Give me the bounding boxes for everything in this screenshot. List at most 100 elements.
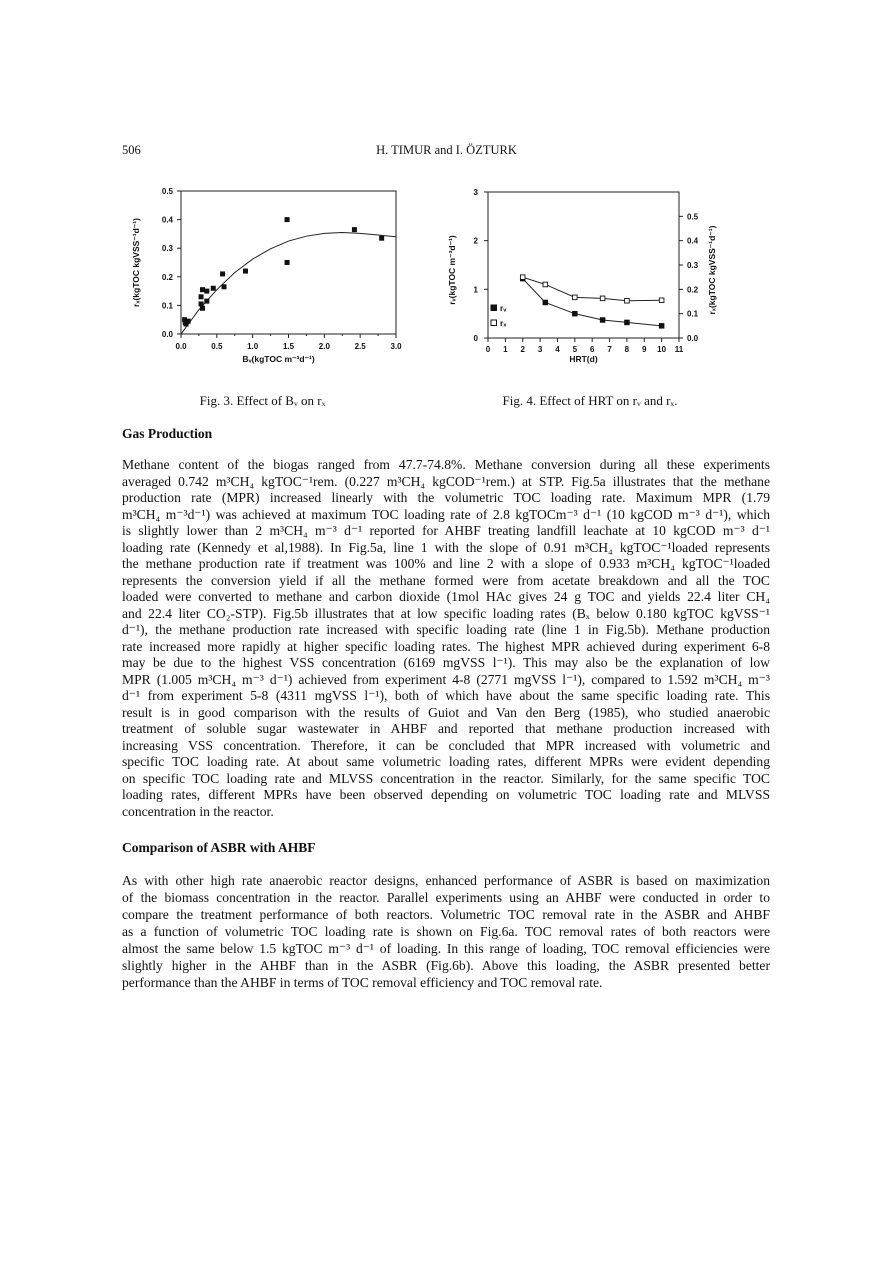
x-tick-label: 8 — [625, 345, 630, 354]
x-tick-label: 9 — [642, 345, 647, 354]
y-tick-label: 0.2 — [162, 273, 174, 282]
text-line: and 22.4 liter CO₂-STP). Fig.5b illustra… — [122, 605, 770, 621]
data-point — [204, 288, 210, 294]
text-line: represents the conversion yield if all t… — [122, 572, 770, 588]
right-y-tick-label: 0.5 — [687, 212, 699, 221]
data-point — [183, 321, 189, 327]
data-point — [243, 268, 248, 274]
running-header: H. TIMUR and I. ÖZTURK — [376, 143, 517, 157]
paragraph-gas-production: Methane content of the biogas ranged fro… — [122, 457, 770, 820]
right-y-tick-label: 0.2 — [687, 285, 699, 294]
text-line: may be due to the highest VSS concentrat… — [122, 655, 770, 670]
text-line: loading rate (Kennedy et al,1988). In Fi… — [122, 539, 770, 555]
data-point — [658, 323, 665, 329]
paragraph-comparison: As with other high rate anaerobic reacto… — [122, 872, 770, 991]
data-point — [599, 317, 606, 323]
data-point — [624, 298, 630, 304]
y-tick-label: 0.5 — [162, 187, 174, 196]
data-point — [200, 287, 205, 293]
text-line: loading rates, different MPRs have been … — [122, 787, 770, 802]
legend-marker — [490, 319, 497, 326]
text-line: specific TOC loading rate. At about same… — [122, 754, 770, 769]
x-axis-label: HRT(d) — [569, 354, 597, 364]
legend-marker — [490, 304, 497, 311]
y-axis-label: rₓ(kgTOC kgVSS⁻¹d⁻¹) — [131, 218, 141, 307]
series-line-1 — [522, 276, 662, 302]
text-line: result is in good comparison with the re… — [122, 704, 770, 720]
x-tick-label: 6 — [590, 345, 595, 354]
right-y-tick-label: 0.0 — [687, 334, 699, 343]
y-tick-label: 0.3 — [162, 244, 174, 253]
text-line: d⁻¹ from experiment 5-8 (4311 mgVSS l⁻¹)… — [122, 688, 770, 703]
section-heading-comparison: Comparison of ASBR with AHBF — [122, 840, 316, 855]
legend-label: rᵥ — [500, 303, 507, 313]
data-point — [519, 274, 526, 280]
x-tick-label: 10 — [657, 345, 666, 354]
figure-4-caption: Fig. 4. Effect of HRT on rᵥ and rₓ. — [502, 393, 678, 408]
x-tick-label: 5 — [573, 345, 578, 354]
data-point — [210, 285, 216, 291]
x-tick-label: 1 — [503, 345, 508, 354]
text-line: m³CH₄ m⁻³d⁻¹) was achieved at maximum TO… — [122, 506, 770, 522]
data-point — [198, 294, 204, 300]
data-point — [284, 217, 290, 223]
text-line: rate increased more rapidly at higher sp… — [122, 638, 770, 654]
text-line: d⁻¹), the methane production rate increa… — [122, 622, 770, 637]
y-tick-label: 1 — [474, 285, 479, 294]
text-line: on specific TOC loading rate and MLVSS c… — [122, 770, 770, 786]
figure-3-caption: Fig. 3. Effect of Bᵥ on rₓ — [199, 393, 326, 408]
text-line: production rate (MPR) increased linearly… — [122, 490, 770, 505]
data-point — [624, 319, 630, 326]
right-y-axis-label: rₓ(kgTOC kgVSS⁻¹d⁻¹) — [707, 225, 717, 314]
text-line: MPR (1.005 m³CH₄ m⁻³ d⁻¹) achieved from … — [122, 671, 770, 687]
y-tick-label: 0.4 — [162, 216, 174, 225]
text-line: loaded were converted to methane and car… — [122, 589, 770, 604]
data-point — [284, 260, 290, 265]
y-tick-label: 3 — [474, 188, 479, 197]
data-point — [572, 310, 578, 317]
figure-3-chart: 0.0 0.5 1.0 1.5 2.0 2.5 3.0 0.0 0.1 0.2 0.3 0.4 0.5 B… — [131, 187, 402, 364]
x-tick-label: 1.5 — [283, 342, 295, 351]
x-tick-label: 3.0 — [390, 342, 402, 351]
x-tick-label: 0 — [486, 345, 491, 354]
x-tick-label: 0.0 — [175, 342, 187, 351]
data-point — [220, 271, 226, 277]
y-axis-label: rᵥ(kgTOC m⁻³d⁻¹) — [447, 235, 457, 305]
data-point — [542, 299, 549, 306]
text-line: is slightly lower than 2 m³CH₄ m⁻³ d⁻¹ r… — [122, 523, 770, 538]
right-y-tick-label: 0.3 — [687, 261, 699, 270]
data-point — [221, 284, 227, 290]
x-axis-label: Bᵥ(kgTOC m⁻³d⁻¹) — [242, 354, 315, 364]
y-tick-label: 0.1 — [162, 301, 174, 310]
text-line: slightly higher in the AHBF than in the … — [122, 958, 770, 973]
data-point — [351, 227, 357, 233]
text-line: concentration in the reactor. — [122, 803, 274, 819]
data-point — [658, 297, 665, 304]
text-line: of the biomass concentration in the reac… — [122, 890, 770, 905]
right-y-tick-label: 0.1 — [687, 310, 699, 319]
right-y-tick-label: 0.4 — [687, 237, 699, 246]
section-heading-gas-production: Gas Production — [122, 426, 213, 441]
figure-4-chart: 0 1 2 3 4 5 6 7 8 9 10 11 0 1 2 3 0.0 0.1 0.2 0.3 0.4 0.5 HRT(… — [447, 188, 717, 364]
data-point — [572, 294, 578, 301]
x-tick-label: 11 — [675, 345, 684, 354]
x-tick-label: 1.0 — [247, 342, 259, 351]
data-point — [379, 235, 385, 241]
data-point — [599, 295, 606, 302]
text-line: treatment of soluble sugar wastewater in… — [122, 721, 770, 736]
text-line: almost the same below 1.5 kgTOC m⁻³ d⁻¹ … — [122, 941, 770, 956]
fit-curve — [180, 231, 397, 335]
text-line: compare the treatment performance of bot… — [122, 907, 770, 922]
x-tick-label: 2 — [521, 345, 526, 354]
x-tick-label: 7 — [607, 345, 612, 354]
data-point — [542, 281, 549, 288]
text-line: increasing VSS concentration. Therefore,… — [122, 737, 770, 753]
legend-label: rₓ — [500, 318, 507, 328]
text-line: as a function of volumetric TOC loading … — [122, 924, 770, 939]
y-tick-label: 2 — [474, 237, 479, 246]
y-tick-label: 0 — [474, 334, 479, 343]
x-tick-label: 4 — [555, 345, 560, 354]
x-tick-label: 0.5 — [211, 342, 223, 351]
series-line-0 — [522, 278, 662, 327]
data-point — [198, 301, 204, 307]
